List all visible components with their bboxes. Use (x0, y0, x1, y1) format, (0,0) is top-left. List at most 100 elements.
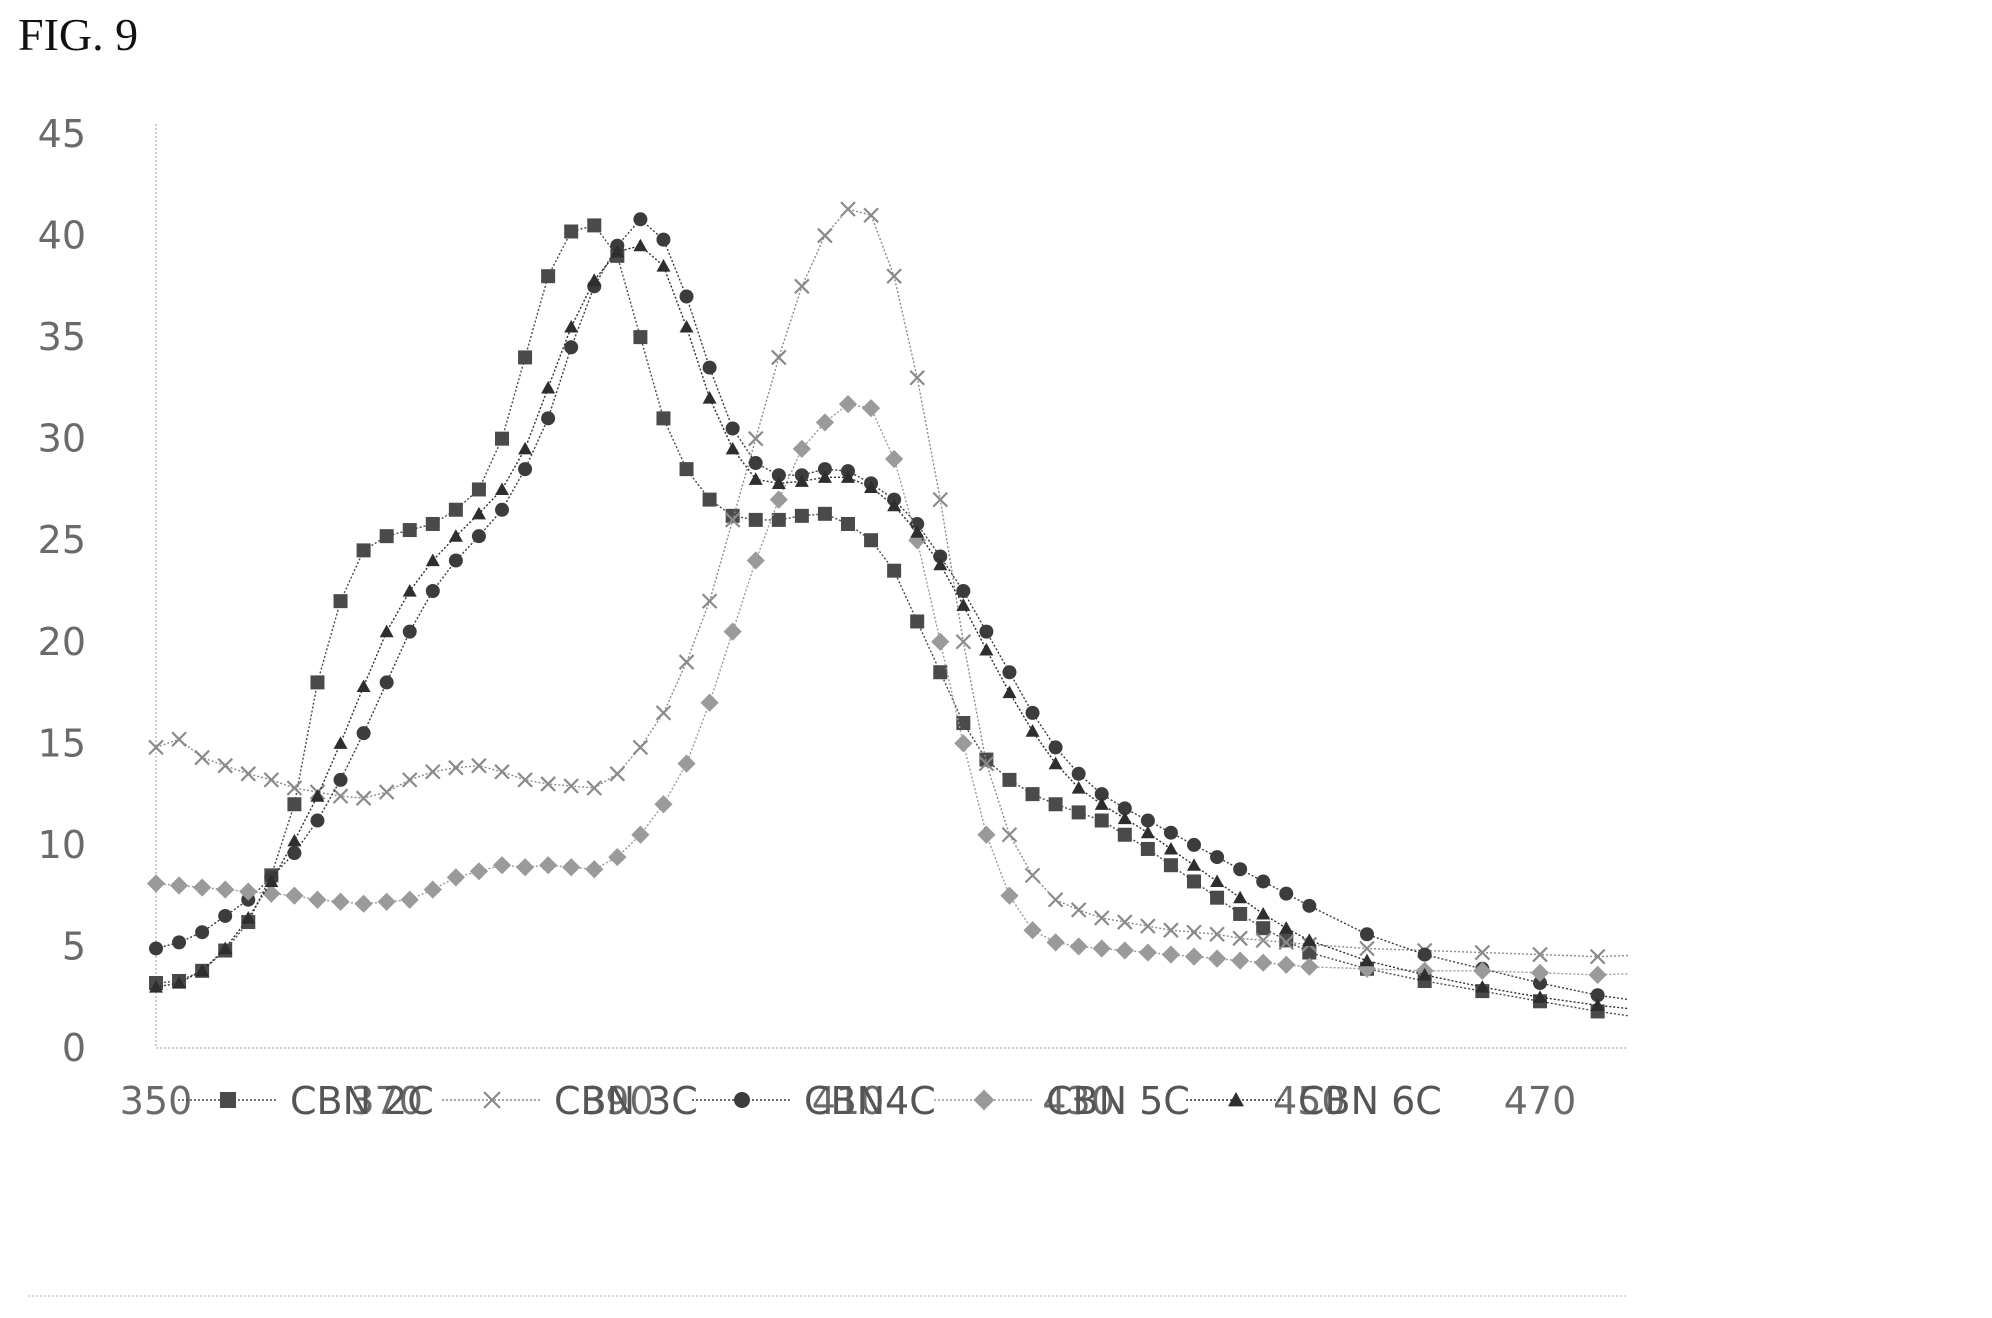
series-line (155, 218, 1628, 1001)
data-point (700, 693, 719, 712)
data-point (885, 449, 904, 469)
data-point (748, 456, 763, 471)
data-point (218, 908, 233, 923)
data-point (379, 675, 394, 690)
data-point (448, 553, 463, 568)
data-point (1140, 825, 1155, 839)
data-point (933, 557, 948, 571)
data-point (1533, 990, 1547, 1003)
data-point (1094, 787, 1109, 802)
y-tick-label: 10 (38, 823, 86, 867)
data-point (1256, 921, 1271, 936)
data-point (1210, 850, 1225, 865)
series-2 (149, 212, 1628, 1003)
data-point (518, 462, 533, 477)
data-point (1025, 787, 1040, 802)
data-point (701, 593, 718, 609)
data-point (1071, 781, 1086, 794)
data-point (771, 468, 786, 483)
data-point (148, 739, 164, 756)
data-point (1474, 944, 1491, 961)
data-point (864, 533, 879, 548)
data-point (656, 259, 671, 272)
data-point (379, 624, 394, 638)
data-point (262, 884, 281, 903)
data-point (1093, 910, 1110, 926)
data-point (678, 654, 695, 670)
data-point (633, 330, 648, 345)
data-point (610, 244, 625, 258)
data-point (632, 739, 649, 756)
data-point (193, 878, 212, 897)
data-point (354, 894, 373, 913)
data-point (794, 474, 809, 487)
data-point (356, 726, 371, 741)
data-point (195, 925, 210, 940)
data-point (377, 892, 396, 911)
data-point (655, 705, 672, 721)
data-point (169, 876, 189, 895)
data-point (1256, 906, 1271, 920)
data-point (264, 874, 279, 888)
data-point (1024, 867, 1041, 884)
legend-marker (483, 1091, 501, 1109)
legend-marker (1228, 1092, 1244, 1107)
data-point (887, 563, 902, 578)
x-tick-label: 470 (1504, 1079, 1577, 1123)
data-point (448, 502, 463, 517)
legend-marker (973, 1089, 995, 1111)
data-point (495, 482, 509, 496)
data-point (910, 614, 925, 629)
legend-item: CBN 6C (1186, 1079, 1442, 1123)
data-point (171, 731, 187, 748)
data-point (933, 665, 948, 680)
data-point (217, 757, 233, 774)
data-point (401, 772, 418, 788)
x-tick-label: 450 (1273, 1079, 1346, 1123)
data-point (469, 862, 489, 881)
data-point (769, 490, 788, 509)
data-point (771, 476, 786, 489)
data-point (840, 201, 856, 217)
data-point (864, 480, 879, 494)
data-point (1048, 740, 1063, 755)
data-point (817, 462, 832, 477)
data-point (863, 207, 879, 224)
data-point (909, 369, 925, 386)
data-point (518, 441, 533, 455)
data-point (1184, 947, 1204, 966)
data-point (1475, 980, 1490, 993)
data-point (1071, 805, 1086, 820)
legend-label: CBN4C (804, 1079, 936, 1123)
data-point (333, 772, 348, 787)
series-line (155, 208, 1628, 958)
data-point (794, 278, 810, 295)
data-point (1186, 924, 1202, 941)
data-point (331, 892, 350, 911)
data-point (471, 482, 486, 497)
data-point (954, 734, 973, 753)
data-point (448, 759, 464, 776)
data-point (1232, 930, 1248, 947)
data-point (1278, 934, 1295, 951)
data-point (956, 584, 971, 598)
data-point (1589, 948, 1606, 965)
data-point (679, 289, 694, 304)
series-line (155, 244, 1628, 1010)
figure-label: FIG. 9 (18, 9, 139, 60)
data-point (425, 584, 440, 598)
x-tick-label: 350 (120, 1079, 193, 1123)
x-tick-label: 390 (581, 1079, 654, 1123)
data-point (471, 529, 486, 544)
chart-svg: 0510152025303540453503703904104304504704… (28, 112, 1628, 1297)
data-point (1161, 945, 1181, 964)
data-point (287, 797, 302, 812)
data-point (1210, 890, 1225, 905)
series-4 (149, 238, 1628, 1011)
data-point (679, 462, 694, 477)
data-point (771, 512, 786, 527)
data-point (1590, 988, 1605, 1003)
data-point (725, 441, 740, 455)
y-tick-label: 35 (38, 315, 86, 359)
data-point (239, 882, 258, 901)
